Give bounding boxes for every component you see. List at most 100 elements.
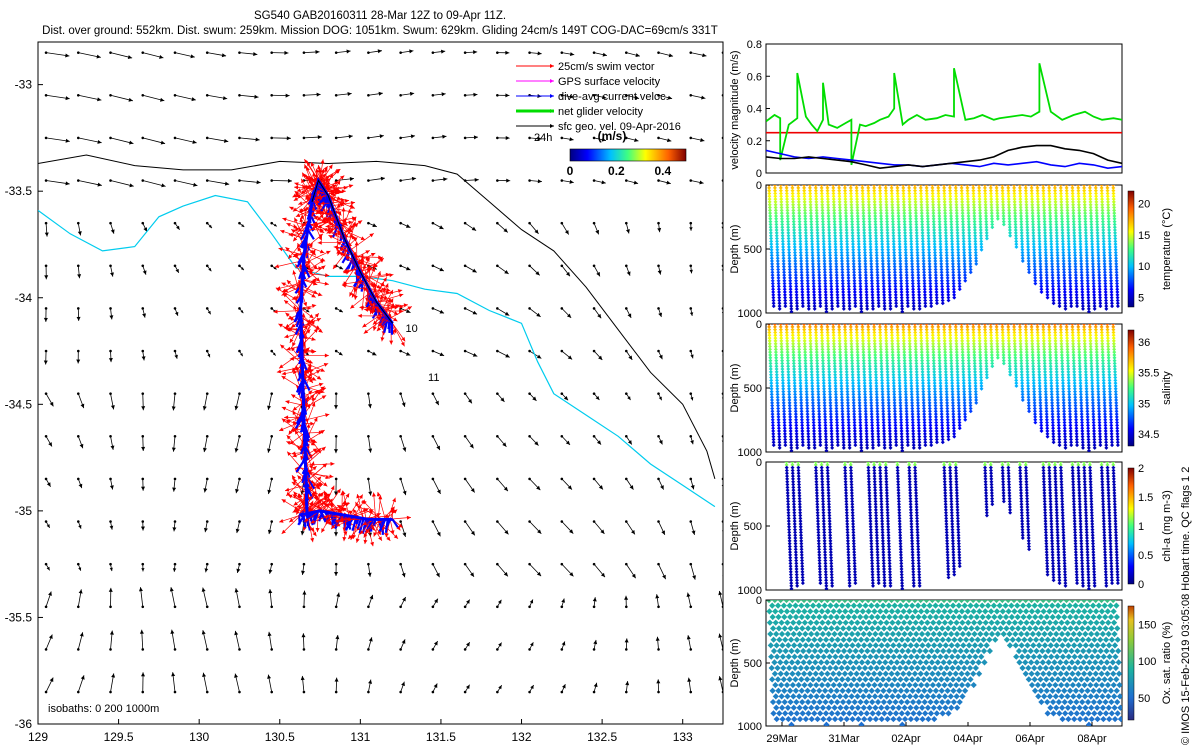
geo-arrow-origin [463, 93, 467, 97]
geo-arrow-head [127, 55, 133, 59]
swim-vector-head [281, 371, 287, 376]
swim-vector-head [336, 488, 341, 494]
geo-arrow-head [348, 134, 353, 139]
swim-vector-head [310, 394, 315, 399]
swim-vector-head [356, 505, 362, 510]
geo-arrow-head [535, 271, 540, 276]
swim-vector-head [313, 216, 319, 220]
geo-arrow-head [234, 630, 239, 636]
swim-vector [281, 498, 306, 515]
swim-vector-head [377, 271, 382, 276]
geo-arrow-origin [592, 51, 596, 54]
section-sample [874, 250, 879, 255]
geo-arrow-origin [721, 93, 723, 97]
geo-arrow-head [80, 675, 85, 680]
swim-vector-head [335, 522, 341, 527]
geo-arrow-head [141, 568, 145, 572]
swim-vector-head [303, 302, 308, 307]
swim-vector-head [292, 406, 298, 411]
swim-vector-head [323, 228, 328, 232]
section-sample [863, 259, 868, 264]
section-sample [810, 259, 815, 264]
geo-arrow-origin [528, 307, 531, 310]
geo-arrow-origin [205, 264, 209, 268]
geo-arrow-head [498, 685, 502, 690]
swim-vector-head [305, 206, 310, 211]
section-sample [787, 250, 792, 255]
swim-vector-head [291, 394, 296, 399]
swim-vector-head [273, 309, 278, 314]
swim-vector-head [390, 303, 394, 309]
swim-vector-head [330, 461, 335, 466]
section-sample [827, 244, 832, 249]
swim-vector [310, 513, 335, 524]
geo-arrow-head [170, 629, 175, 634]
geo-arrow-origin [399, 434, 402, 438]
section-sample [797, 205, 802, 210]
geo-arrow-head [202, 447, 207, 453]
geo-arrow-head [503, 486, 508, 492]
geo-arrow-head [702, 53, 707, 58]
geo-arrow-head [401, 639, 406, 644]
geo-arrow-head [302, 590, 307, 595]
swim-vector-head [288, 232, 293, 237]
swim-vector [376, 293, 404, 303]
geo-arrow-origin [592, 477, 596, 481]
swim-vector [325, 167, 328, 194]
swim-vector-head [305, 194, 310, 200]
swim-vector-head [298, 493, 303, 499]
geo-arrow-head [406, 266, 411, 271]
swim-vector-head [377, 530, 382, 535]
geo-arrow-head [633, 180, 639, 185]
geo-arrow-head [267, 448, 271, 453]
swim-vector [302, 363, 329, 374]
geo-arrow-origin [109, 221, 112, 225]
geo-arrow-origin [302, 690, 306, 694]
geo-arrow-origin [367, 562, 370, 566]
geo-arrow-origin [238, 264, 241, 268]
swim-vector-head [359, 530, 364, 535]
swim-vector-head [303, 207, 308, 212]
geo-arrow-origin [689, 520, 693, 523]
swim-vector-head [289, 518, 294, 523]
geo-arrow-origin [205, 307, 209, 310]
geo-arrow-origin [657, 51, 660, 54]
swim-vector-head [389, 298, 394, 303]
swim-vector-head [365, 250, 370, 255]
geo-arrow-origin [334, 136, 338, 140]
section-sample [815, 228, 820, 233]
geo-arrow-origin [463, 136, 467, 140]
swim-vector-head [317, 476, 322, 481]
swim-vector-head [296, 510, 300, 515]
geo-arrow-origin [463, 221, 467, 225]
swim-vector-head [317, 210, 322, 215]
geo-arrow-head [567, 355, 573, 360]
section-sample [821, 230, 826, 235]
section-sample [773, 191, 778, 196]
swim-vector-head [308, 390, 313, 395]
swim-vector-head [371, 492, 376, 497]
section-sample [850, 222, 855, 227]
geo-arrow-origin [44, 690, 48, 694]
swim-vector-head [389, 340, 394, 345]
swim-vector-head [318, 266, 323, 271]
swim-vector-head [312, 491, 317, 496]
geo-arrow-head [171, 406, 176, 411]
geo-arrow-head [109, 630, 114, 635]
map-y-tick-label: -33.5 [5, 184, 33, 198]
section-sample [880, 244, 885, 249]
geo-arrow-head [626, 271, 631, 276]
swim-vector-head [327, 520, 332, 526]
geo-arrow-origin [173, 690, 177, 694]
geo-arrow-origin [592, 179, 596, 182]
section-sample [804, 236, 809, 241]
geo-arrow-head [655, 636, 660, 641]
geo-arrow-head [406, 309, 411, 313]
geo-arrow-origin [238, 349, 241, 353]
geo-arrow-origin [528, 690, 531, 694]
swim-vector [304, 402, 316, 431]
section-sample [853, 304, 858, 309]
velocity-series-line [766, 63, 1122, 166]
swim-vector-head [317, 481, 322, 486]
geo-arrow-head [503, 228, 508, 233]
